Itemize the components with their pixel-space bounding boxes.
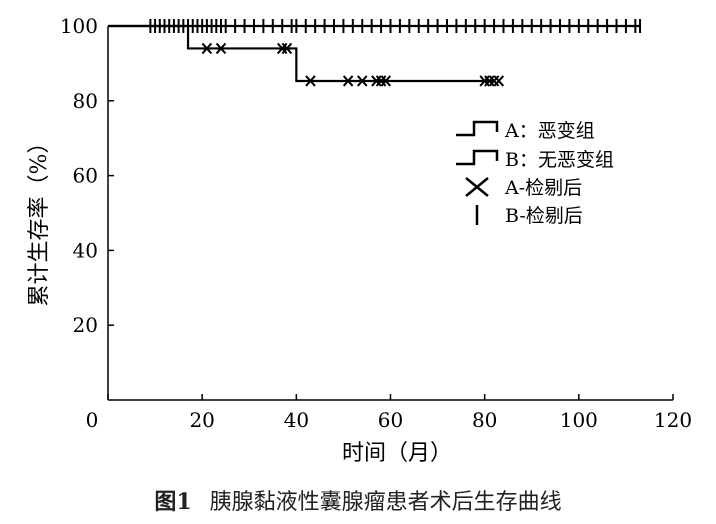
x-tick-label: 60 <box>378 408 403 432</box>
y-tick-label: 40 <box>73 238 98 262</box>
figure-caption-text: 胰腺黏液性囊腺瘤患者术后生存曲线 <box>209 490 562 515</box>
series-line-a-group <box>108 24 495 83</box>
legend-step-b-icon <box>456 149 499 166</box>
figure-label: 图1 <box>154 489 192 515</box>
x-tick-label: 0 <box>86 408 99 432</box>
x-tick-label: 20 <box>189 408 214 432</box>
legend-item-b-censored: B-检剔后 <box>475 205 583 227</box>
censor-mark-a <box>305 75 316 87</box>
legend-label-a-group: A：恶变组 <box>504 120 595 142</box>
x-axis-label: 时间（月） <box>342 441 452 466</box>
y-tick-label: 80 <box>73 89 98 113</box>
x-ticks: 0 20 40 60 80 100 120 <box>86 394 692 432</box>
y-tick-label: 100 <box>60 14 98 38</box>
legend-label-a-censored: A-检剔后 <box>504 177 582 199</box>
censor-mark-a <box>342 75 354 87</box>
series-layer <box>108 19 642 87</box>
censor-mark-a <box>493 75 505 87</box>
x-tick-label: 80 <box>472 408 497 432</box>
figure-caption: 图1 胰腺黏液性囊腺瘤患者术后生存曲线 <box>0 484 716 516</box>
censor-mark-a <box>357 75 368 87</box>
y-axis-label: 累计生存率（%） <box>27 132 52 307</box>
x-tick-label: 100 <box>560 408 598 432</box>
chart-canvas: 0 20 40 60 80 100 120 20 40 60 80 100 时间（月） 累计生存率（… <box>27 14 692 466</box>
legend: A：恶变组 B：无恶变组 A-检剔后 B-检剔后 <box>456 120 614 227</box>
censor-mark-a <box>380 75 392 87</box>
y-ticks: 20 40 60 80 100 <box>60 14 114 337</box>
censor-mark-a <box>215 42 227 55</box>
legend-item-b-group: B：无恶变组 <box>456 149 614 171</box>
legend-label-b-censored: B-检剔后 <box>505 205 583 227</box>
x-tick-label: 40 <box>284 408 309 432</box>
y-tick-label: 60 <box>73 164 98 188</box>
legend-item-a-censored: A-检剔后 <box>465 177 582 199</box>
axes <box>107 26 673 401</box>
legend-x-mark-icon <box>465 177 489 197</box>
legend-item-a-group: A：恶变组 <box>456 120 595 142</box>
legend-step-a-icon <box>456 120 499 137</box>
y-tick-label: 20 <box>73 313 98 337</box>
censor-mark-a <box>281 42 293 55</box>
legend-label-b-group: B：无恶变组 <box>505 149 614 171</box>
censor-mark-a <box>201 42 213 55</box>
x-tick-label: 120 <box>654 408 692 432</box>
